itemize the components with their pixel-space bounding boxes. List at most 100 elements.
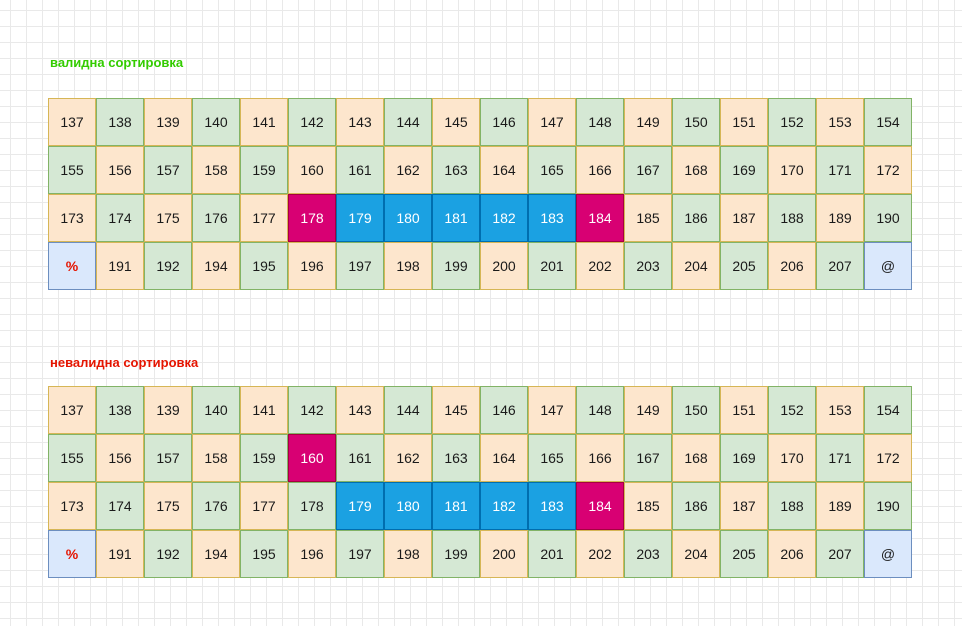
seat-cell: 166 [576, 434, 624, 482]
seat-cell: 205 [720, 530, 768, 578]
seat-cell: 146 [480, 98, 528, 146]
seat-cell: 155 [48, 434, 96, 482]
seat-cell: 191 [96, 242, 144, 290]
seat-cell: 200 [480, 530, 528, 578]
seat-cell: 166 [576, 146, 624, 194]
seat-cell: 190 [864, 482, 912, 530]
seat-cell: 148 [576, 386, 624, 434]
seat-cell: 159 [240, 434, 288, 482]
seat-cell: 156 [96, 146, 144, 194]
seat-cell: 186 [672, 194, 720, 242]
seat-cell: 179 [336, 482, 384, 530]
seat-cell: 159 [240, 146, 288, 194]
seat-cell: 203 [624, 530, 672, 578]
seat-cell: 167 [624, 146, 672, 194]
seat-cell: 177 [240, 482, 288, 530]
seat-cell: 183 [528, 194, 576, 242]
seat-cell: 168 [672, 434, 720, 482]
seat-cell: 172 [864, 146, 912, 194]
seat-cell: 202 [576, 530, 624, 578]
seat-cell: 141 [240, 386, 288, 434]
seat-cell: 198 [384, 530, 432, 578]
seat-cell: 174 [96, 194, 144, 242]
seat-cell: % [48, 242, 96, 290]
seat-cell: 181 [432, 194, 480, 242]
seat-cell: @ [864, 242, 912, 290]
seat-cell: 163 [432, 434, 480, 482]
seat-cell: 144 [384, 98, 432, 146]
seat-cell: 197 [336, 242, 384, 290]
seat-cell: 188 [768, 482, 816, 530]
seat-cell: 181 [432, 482, 480, 530]
seat-cell: 152 [768, 98, 816, 146]
seat-cell: 175 [144, 194, 192, 242]
seat-cell: 140 [192, 386, 240, 434]
seat-cell: 204 [672, 530, 720, 578]
seat-cell: 175 [144, 482, 192, 530]
seat-cell: 206 [768, 530, 816, 578]
seat-cell: 189 [816, 194, 864, 242]
seat-cell: 171 [816, 146, 864, 194]
seat-cell: 203 [624, 242, 672, 290]
seat-cell: 195 [240, 242, 288, 290]
seat-cell: 145 [432, 386, 480, 434]
invalid-sort-title: невалидна сортировка [50, 355, 199, 370]
seat-cell: 199 [432, 242, 480, 290]
seat-cell: 198 [384, 242, 432, 290]
seat-cell: 192 [144, 530, 192, 578]
seat-cell: @ [864, 530, 912, 578]
seat-cell: 185 [624, 482, 672, 530]
seat-cell: 149 [624, 386, 672, 434]
seat-cell: 142 [288, 386, 336, 434]
seat-cell: 155 [48, 146, 96, 194]
invalid-sort-grid: 137 138 139 140 141 142 143 144 145 146 147 148 149 1… [48, 386, 912, 578]
seat-cell: 154 [864, 98, 912, 146]
seat-cell: 157 [144, 146, 192, 194]
seat-cell: 182 [480, 194, 528, 242]
seat-cell: 167 [624, 434, 672, 482]
seat-cell: 139 [144, 98, 192, 146]
seat-cell: 177 [240, 194, 288, 242]
seat-cell: 185 [624, 194, 672, 242]
seat-cell: 169 [720, 434, 768, 482]
seat-cell: 188 [768, 194, 816, 242]
seat-cell: 172 [864, 434, 912, 482]
seat-cell: 176 [192, 194, 240, 242]
seat-cell: 153 [816, 98, 864, 146]
seat-cell: 151 [720, 98, 768, 146]
seat-cell: 146 [480, 386, 528, 434]
seat-cell: 191 [96, 530, 144, 578]
seat-cell: 170 [768, 146, 816, 194]
seat-cell: 180 [384, 194, 432, 242]
seat-cell: 195 [240, 530, 288, 578]
seat-cell: 165 [528, 434, 576, 482]
seat-cell: 142 [288, 98, 336, 146]
seat-cell: 161 [336, 146, 384, 194]
seat-cell: 169 [720, 146, 768, 194]
seat-cell: 147 [528, 386, 576, 434]
seat-cell: 184 [576, 194, 624, 242]
seat-cell: 173 [48, 482, 96, 530]
seat-cell: 168 [672, 146, 720, 194]
seat-cell: 139 [144, 386, 192, 434]
seat-cell: 153 [816, 386, 864, 434]
seat-cell: 187 [720, 194, 768, 242]
seat-cell: 152 [768, 386, 816, 434]
seat-cell: 141 [240, 98, 288, 146]
seat-cell: 206 [768, 242, 816, 290]
seat-cell: 162 [384, 434, 432, 482]
seat-cell: 201 [528, 242, 576, 290]
seat-cell: 143 [336, 98, 384, 146]
seat-cell: 183 [528, 482, 576, 530]
seat-cell: 170 [768, 434, 816, 482]
seat-cell: 205 [720, 242, 768, 290]
seat-cell: 160 [288, 434, 336, 482]
seat-cell: 189 [816, 482, 864, 530]
seat-cell: 202 [576, 242, 624, 290]
seat-cell: 190 [864, 194, 912, 242]
seat-cell: 178 [288, 482, 336, 530]
seat-cell: 137 [48, 98, 96, 146]
seat-cell: 171 [816, 434, 864, 482]
seat-cell: 163 [432, 146, 480, 194]
seat-cell: 204 [672, 242, 720, 290]
